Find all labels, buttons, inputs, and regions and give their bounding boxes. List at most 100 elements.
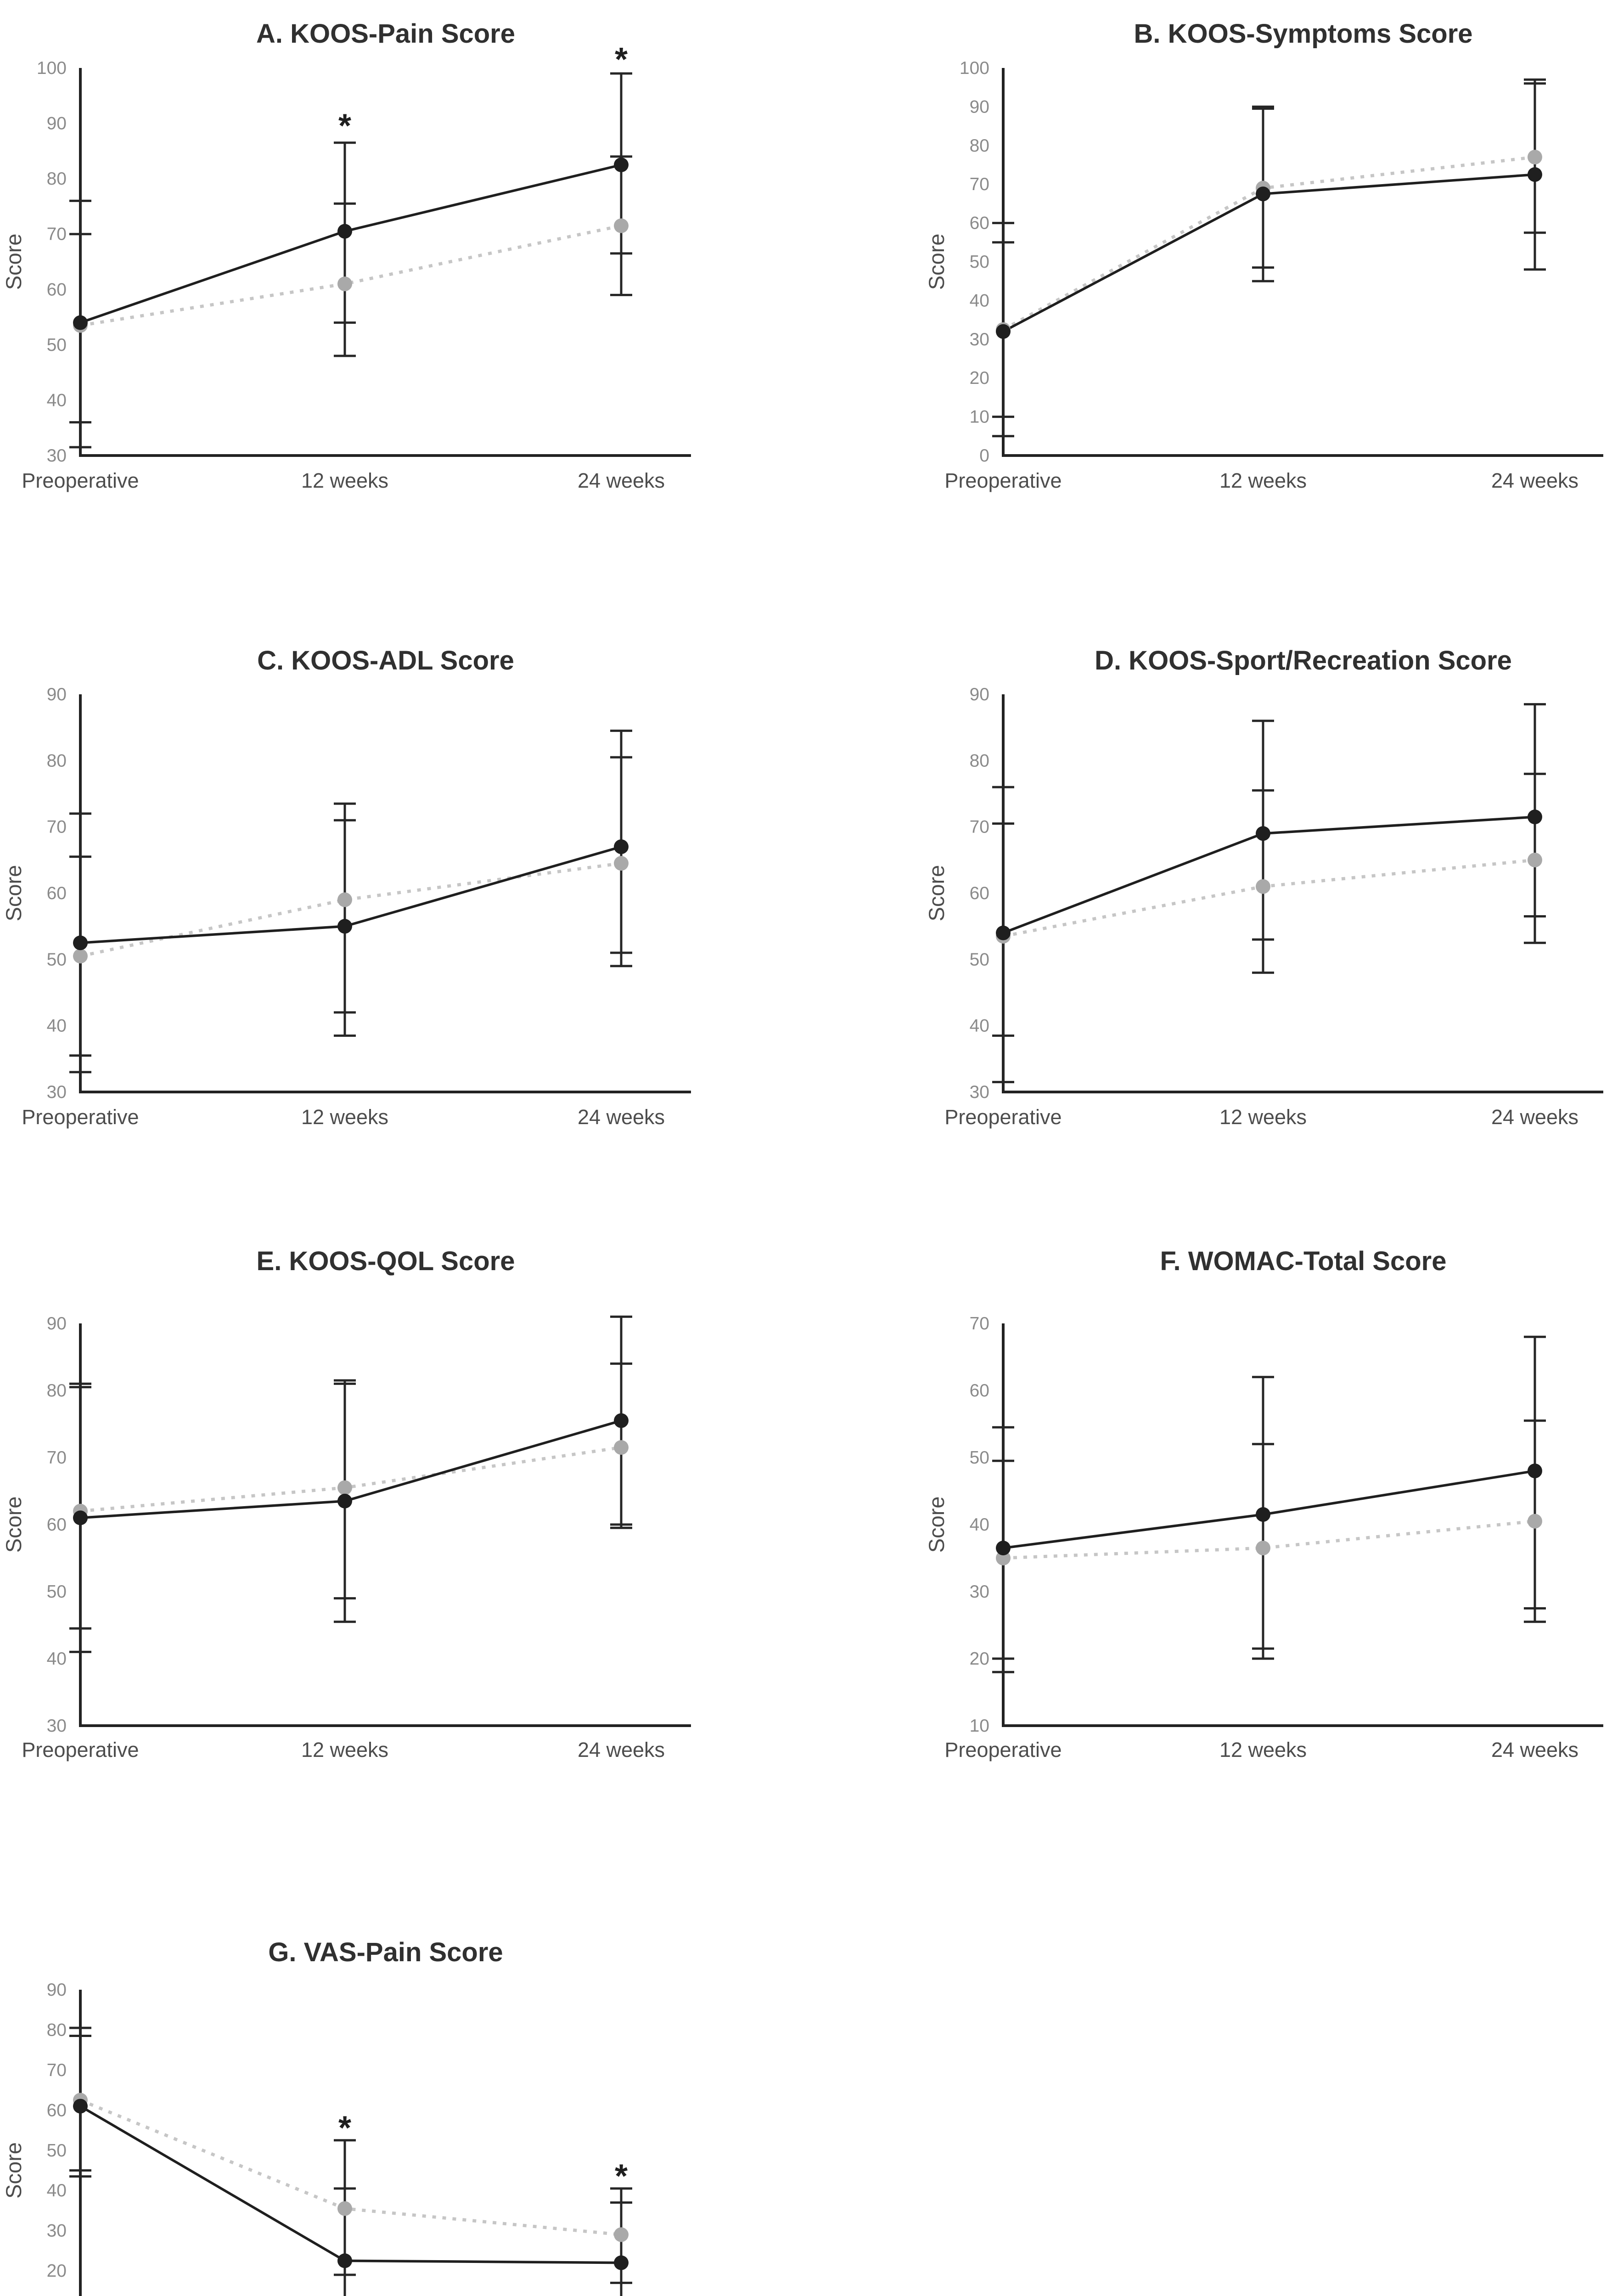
treatment-point	[337, 224, 352, 239]
x-axis-label: Preoperative	[22, 469, 139, 492]
control-point	[614, 218, 629, 233]
y-tick-label: 60	[47, 884, 67, 903]
treatment-point	[73, 2099, 88, 2114]
y-tick-label: 60	[970, 884, 989, 903]
y-tick-label: 20	[970, 1649, 989, 1669]
y-tick-label: 70	[47, 817, 67, 837]
control-point	[1256, 1541, 1270, 1556]
control-point	[614, 1440, 629, 1455]
y-tick-label: 20	[970, 368, 989, 388]
treatment-point	[996, 925, 1011, 940]
treatment-point	[337, 1493, 352, 1508]
chart-title: G. VAS-Pain Score	[268, 1937, 503, 1967]
significance-asterisk: *	[615, 41, 628, 78]
chart-title: B. KOOS-Symptoms Score	[1134, 19, 1472, 49]
y-tick-label: 50	[47, 2141, 67, 2161]
y-axis-title: Score	[1, 234, 26, 290]
treatment-point	[73, 1510, 88, 1525]
treatment-point	[1528, 810, 1542, 825]
treatment-point	[996, 324, 1011, 339]
x-axis-label: Preoperative	[944, 469, 1062, 492]
y-tick-label: 80	[47, 2020, 67, 2040]
y-tick-label: 80	[47, 1381, 67, 1401]
treatment-point	[337, 2253, 352, 2268]
treatment-point	[73, 935, 88, 951]
chart-title: E. KOOS-QOL Score	[257, 1246, 515, 1276]
treatment-point	[996, 1541, 1011, 1556]
y-tick-label: 90	[970, 97, 989, 117]
treatment-point	[1528, 167, 1542, 182]
y-tick-label: 50	[970, 1448, 989, 1468]
treatment-point	[1528, 1463, 1542, 1479]
treatment-point	[1256, 186, 1270, 202]
y-tick-label: 80	[47, 169, 67, 189]
y-tick-label: 70	[47, 2060, 67, 2080]
y-tick-label: 80	[970, 751, 989, 771]
treatment-point	[1256, 1507, 1270, 1522]
y-tick-label: 90	[970, 685, 989, 704]
x-axis-label: 24 weeks	[1491, 1738, 1578, 1761]
control-point	[337, 1480, 352, 1495]
y-tick-label: 70	[47, 1448, 67, 1468]
treatment-point	[1256, 826, 1270, 841]
x-axis-label: 24 weeks	[578, 1738, 665, 1761]
x-axis-label: 12 weeks	[301, 469, 388, 492]
control-point	[337, 276, 352, 292]
treatment-point	[73, 315, 88, 330]
y-axis-title: Score	[1, 1497, 26, 1553]
x-axis-label: Preoperative	[22, 1738, 139, 1761]
y-tick-label: 70	[970, 1314, 989, 1334]
chart-title: A. KOOS-Pain Score	[256, 19, 515, 49]
y-tick-label: 60	[47, 1515, 67, 1535]
control-line	[80, 224, 622, 327]
x-axis-label: 24 weeks	[1491, 1105, 1578, 1129]
x-axis-label: 24 weeks	[1491, 469, 1578, 492]
significance-asterisk: *	[615, 2158, 628, 2195]
y-tick-label: 90	[47, 114, 67, 134]
y-tick-label: 70	[970, 174, 989, 194]
y-tick-label: 30	[47, 1716, 67, 1736]
y-tick-label: 60	[47, 280, 67, 299]
treatment-point	[614, 1413, 629, 1428]
treatment-point	[614, 2255, 629, 2270]
panel-D: D. KOOS-Sport/Recreation Score Score 30 40 5…	[924, 646, 1603, 1129]
panel-C: C. KOOS-ADL Score Score 30 40 50 60 70 80 90 Preo…	[1, 646, 691, 1129]
y-tick-label: 40	[47, 390, 67, 410]
y-tick-label: 10	[970, 407, 989, 427]
x-axis-label: 12 weeks	[1219, 1105, 1307, 1129]
y-axis-title: Score	[924, 1497, 949, 1553]
y-tick-label: 80	[47, 751, 67, 771]
y-tick-label: 90	[47, 1980, 67, 2000]
y-tick-label: 90	[47, 1314, 67, 1334]
y-tick-label: 60	[47, 2100, 67, 2120]
y-axis-title: Score	[924, 865, 949, 922]
control-point	[614, 856, 629, 871]
x-axis-label: Preoperative	[944, 1105, 1062, 1129]
x-axis-label: Preoperative	[22, 1105, 139, 1129]
y-tick-label: 30	[970, 1082, 989, 1102]
panel-B: B. KOOS-Symptoms Score Score 0 10 20 30 40 50 60…	[924, 19, 1603, 492]
y-tick-label: 20	[47, 2261, 67, 2281]
y-tick-label: 50	[970, 252, 989, 272]
control-point	[1256, 879, 1270, 894]
x-axis-label: 12 weeks	[1219, 1738, 1307, 1761]
y-tick-label: 30	[970, 1582, 989, 1602]
panel-E: E. KOOS-QOL Score Score 30 40 50 60 70 80 90 Preo…	[1, 1246, 691, 1761]
y-tick-label: 30	[47, 446, 67, 466]
chart-title: D. KOOS-Sport/Recreation Score	[1095, 646, 1512, 675]
y-tick-label: 50	[47, 950, 67, 969]
chart-title: F. WOMAC-Total Score	[1160, 1246, 1446, 1276]
y-tick-label: 70	[970, 817, 989, 837]
control-point	[337, 892, 352, 907]
y-tick-label: 40	[47, 2181, 67, 2200]
x-axis-label: 12 weeks	[301, 1105, 388, 1129]
y-tick-label: 40	[47, 1016, 67, 1036]
y-tick-label: 10	[970, 1716, 989, 1736]
x-axis-label: 12 weeks	[301, 1738, 388, 1761]
y-axis-title: Score	[1, 865, 26, 922]
y-tick-label: 60	[970, 1381, 989, 1401]
treatment-point	[337, 919, 352, 934]
